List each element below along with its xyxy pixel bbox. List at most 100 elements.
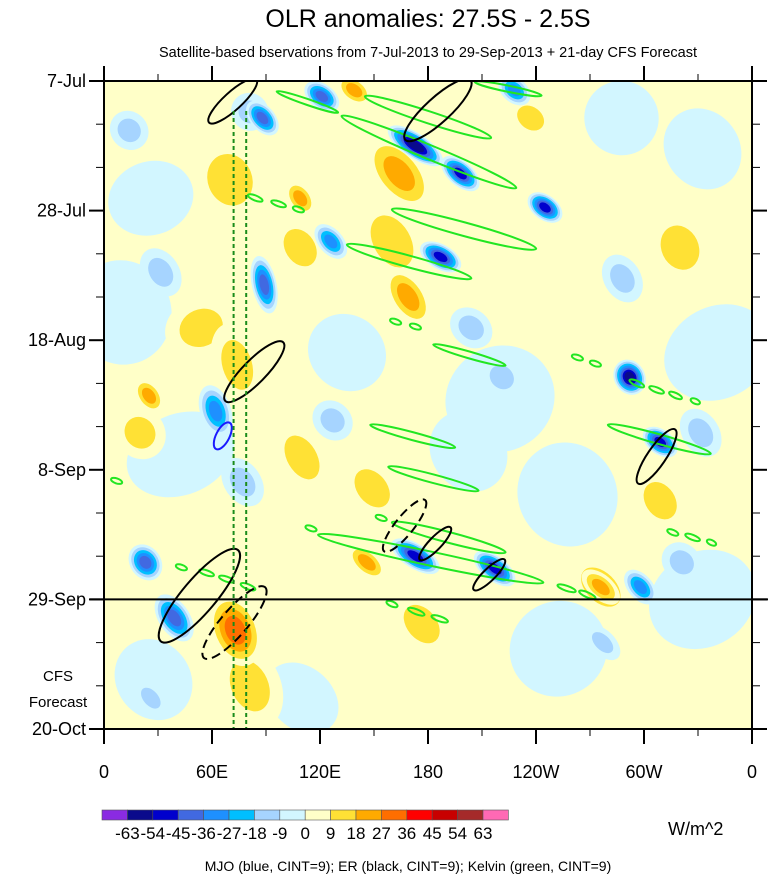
- forecast-label-line2: Forecast: [29, 694, 88, 711]
- anomaly-contour-fill: [669, 550, 694, 575]
- kelvin-contour: [628, 378, 646, 389]
- anomaly-contour-fill: [284, 435, 320, 480]
- y-tick-label: 8-Sep: [38, 460, 86, 480]
- er-contour: [207, 81, 259, 125]
- wave-contours: [110, 81, 718, 660]
- colorbar-swatch: [406, 809, 433, 821]
- anomaly-contour-fill: [346, 83, 363, 98]
- anomaly-contour-fill: [124, 416, 156, 449]
- kelvin-contour: [369, 423, 457, 450]
- kelvin-contour: [340, 114, 518, 190]
- chart-title: OLR anomalies: 27.5S - 2.5S: [265, 5, 590, 33]
- anomaly-contour-fill: [265, 662, 339, 729]
- anomaly-contour-fill: [509, 600, 608, 697]
- colorbar-label: 45: [423, 824, 442, 843]
- y-tick-label: 28-Jul: [37, 201, 86, 221]
- anomaly-contour-fill: [229, 660, 270, 712]
- anomaly-contour-fill: [633, 580, 647, 595]
- colorbar-swatch: [254, 809, 281, 821]
- er-contour: [381, 498, 428, 553]
- colorbar-label: 9: [326, 824, 335, 843]
- anomaly-contour-fill: [354, 469, 390, 508]
- kelvin-contour: [275, 90, 340, 114]
- colorbar-swatch: [127, 809, 154, 821]
- anomaly-contour-fill: [139, 555, 152, 569]
- anomaly-contour-fill: [224, 615, 247, 645]
- colorbar-swatch: [177, 809, 204, 821]
- anomaly-contour-fill: [324, 234, 338, 249]
- kelvin-contour: [684, 532, 701, 543]
- kelvin-contour: [588, 359, 602, 368]
- kelvin-contour: [578, 589, 597, 601]
- anomaly-contour-fill: [179, 308, 223, 348]
- colorbar-label: 63: [474, 824, 493, 843]
- y-tick-label: 29-Sep: [28, 589, 86, 609]
- colorbar-label: 36: [397, 824, 416, 843]
- anomaly-contour-fill: [688, 418, 714, 448]
- x-tick-label: 120E: [299, 762, 341, 782]
- kelvin-contour: [570, 353, 584, 362]
- anomaly-contour-fill: [584, 81, 659, 156]
- kelvin-contour: [407, 606, 426, 617]
- kelvin-contour: [606, 423, 712, 456]
- kelvin-contour: [174, 563, 188, 572]
- anomaly-contour-fill: [259, 274, 270, 295]
- colorbar-label: -27: [217, 824, 242, 843]
- x-tick-label: 180: [413, 762, 443, 782]
- er-contour: [201, 585, 268, 660]
- colorbar-swatch: [228, 809, 255, 821]
- kelvin-contour: [317, 532, 545, 585]
- er-contour: [418, 525, 453, 562]
- colorbar-swatch: [152, 809, 179, 821]
- anomaly-contour-fill: [114, 639, 193, 721]
- anomaly-contour-fill: [307, 313, 387, 392]
- kelvin-contour: [363, 94, 493, 140]
- anomaly-contour-fill: [167, 609, 182, 627]
- anomaly-contour-fill: [396, 283, 420, 311]
- colorbar-swatch: [381, 809, 408, 821]
- anomaly-contour-fill: [207, 153, 253, 206]
- y-tick-label: 20-Oct: [32, 719, 86, 739]
- reference-longitude-lines: [232, 111, 248, 729]
- y-tick-label: 18-Aug: [28, 330, 86, 350]
- colorbar-swatch: [304, 809, 331, 821]
- anomaly-contour-fill: [104, 260, 172, 365]
- anomaly-contour-fill: [256, 111, 269, 125]
- anomaly-contour-fill: [221, 340, 254, 390]
- anomaly-contour-fill: [433, 251, 448, 263]
- kelvin-contour: [385, 599, 399, 609]
- er-contour: [157, 547, 242, 644]
- anomaly-contour-fill: [148, 257, 174, 287]
- chart-subtitle: Satellite-based bservations from 7-Jul-2…: [159, 45, 697, 61]
- kelvin-contour: [432, 343, 507, 367]
- y-tick-label: 7-Jul: [47, 71, 86, 91]
- anomaly-contour-fill: [383, 156, 415, 192]
- colorbar-label: -45: [166, 824, 191, 843]
- anomaly-contour-fill: [293, 190, 308, 207]
- kelvin-contour: [666, 528, 680, 537]
- kelvin-contour: [110, 476, 124, 485]
- anomaly-contour-fill: [108, 160, 194, 236]
- anomaly-contour-fill: [357, 554, 376, 571]
- colorbar-label: -36: [191, 824, 216, 843]
- colorbar-swatch: [330, 809, 357, 821]
- colorbar-unit: W/m^2: [668, 819, 723, 839]
- x-tick-label: 60E: [196, 762, 228, 782]
- kelvin-contour: [408, 322, 422, 331]
- anomaly-contour-fill: [489, 365, 514, 390]
- anomaly-contour-fill: [517, 105, 545, 131]
- kelvin-contour: [430, 614, 449, 624]
- anomaly-contour-fill: [208, 400, 223, 422]
- kelvin-contour: [668, 390, 683, 401]
- kelvin-contour: [246, 193, 264, 203]
- colorbar-label: 18: [347, 824, 366, 843]
- colorbar-swatch: [203, 809, 230, 821]
- x-tick-label: 60W: [625, 762, 662, 782]
- kelvin-contour: [387, 465, 480, 493]
- legend-note: MJO (blue, CINT=9); ER (black, CINT=9); …: [205, 858, 612, 874]
- kelvin-contour: [304, 524, 318, 533]
- x-tick-label: 0: [99, 762, 109, 782]
- anomaly-contour-fill: [406, 139, 425, 153]
- kelvin-contour: [390, 207, 538, 251]
- colorbar-swatch: [457, 809, 484, 821]
